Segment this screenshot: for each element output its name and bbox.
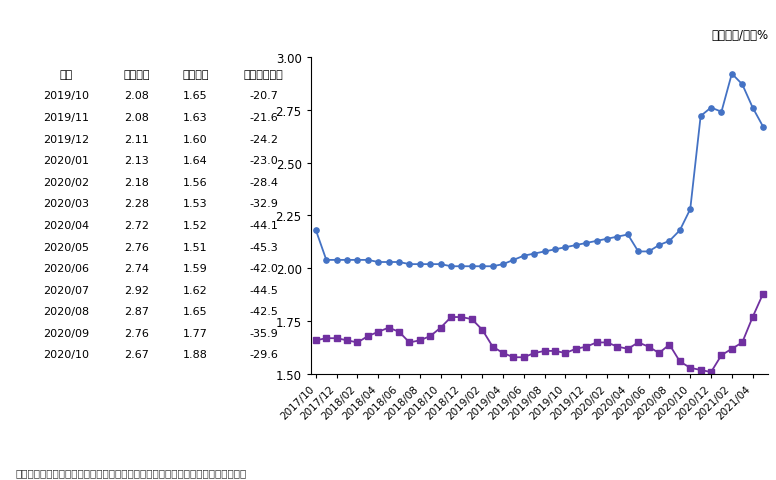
国际价格 <box>529 350 539 356</box>
国际价格 <box>675 359 684 365</box>
国际价格 <box>405 340 414 346</box>
国际价格 <box>425 334 435 339</box>
国内价格 <box>384 260 393 265</box>
国际价格 <box>654 350 663 356</box>
国际价格 <box>592 340 601 346</box>
国内价格 <box>457 264 466 270</box>
国际价格 <box>706 370 715 375</box>
国内价格 <box>394 260 404 265</box>
国际价格 <box>602 340 611 346</box>
国际价格 <box>665 342 674 348</box>
国际价格 <box>748 314 757 320</box>
国内价格 <box>665 239 674 244</box>
国内价格 <box>405 262 414 267</box>
国际价格 <box>415 338 424 344</box>
国内价格 <box>717 109 726 115</box>
国内价格 <box>311 228 320 234</box>
Line: 国内价格: 国内价格 <box>314 72 766 269</box>
国内价格 <box>540 249 549 255</box>
国际价格 <box>446 314 456 320</box>
Line: 国际价格: 国际价格 <box>314 291 766 375</box>
国际价格 <box>342 338 352 344</box>
国际价格 <box>758 291 767 297</box>
国际价格 <box>353 340 362 346</box>
国内价格 <box>415 262 424 267</box>
国内价格 <box>342 257 352 263</box>
国际价格 <box>488 344 497 350</box>
国内价格 <box>373 260 383 265</box>
Text: 注：国内价格为山东国产大豆入厂价，国际价格为青岛港口的进口大豆到岸税后价。: 注：国内价格为山东国产大豆入厂价，国际价格为青岛港口的进口大豆到岸税后价。 <box>16 468 247 478</box>
国际价格 <box>311 338 320 344</box>
国内价格 <box>571 243 580 249</box>
国际价格 <box>332 336 341 341</box>
国内价格 <box>529 251 539 257</box>
国际价格 <box>457 314 466 320</box>
国际价格 <box>685 365 695 371</box>
国内价格 <box>696 114 705 120</box>
国内价格 <box>321 257 331 263</box>
国内价格 <box>519 253 528 259</box>
国内价格 <box>685 207 695 213</box>
国内价格 <box>613 234 622 240</box>
国际价格 <box>384 325 393 331</box>
国际价格 <box>321 336 331 341</box>
国内价格 <box>592 239 601 244</box>
国内价格 <box>654 243 663 249</box>
国际价格 <box>623 346 632 352</box>
国际价格 <box>717 352 726 358</box>
国内价格 <box>675 228 684 234</box>
国内价格 <box>633 249 643 255</box>
国内价格 <box>758 124 767 130</box>
国际价格 <box>498 350 508 356</box>
国际价格 <box>633 340 643 346</box>
国内价格 <box>602 236 611 242</box>
国内价格 <box>727 72 736 77</box>
国内价格 <box>436 262 445 267</box>
国内价格 <box>353 257 362 263</box>
国际价格 <box>696 367 705 373</box>
国内价格 <box>748 106 757 111</box>
国内价格 <box>446 264 456 270</box>
国内价格 <box>737 82 747 88</box>
国际价格 <box>394 329 404 335</box>
国内价格 <box>509 257 518 263</box>
国际价格 <box>436 325 445 331</box>
国内价格 <box>488 264 497 270</box>
国内价格 <box>706 106 715 111</box>
国际价格 <box>519 355 528 360</box>
国内价格 <box>550 247 559 252</box>
国内价格 <box>467 264 476 270</box>
国内价格 <box>561 245 570 251</box>
国内价格 <box>363 257 372 263</box>
国际价格 <box>561 350 570 356</box>
国内价格 <box>332 257 341 263</box>
国际价格 <box>737 340 747 346</box>
国际价格 <box>540 348 549 354</box>
Text: 单位：元/斤，%: 单位：元/斤，% <box>711 29 768 42</box>
国际价格 <box>571 346 580 352</box>
国内价格 <box>644 249 653 255</box>
国际价格 <box>363 334 372 339</box>
国际价格 <box>467 317 476 323</box>
国际价格 <box>644 344 653 350</box>
国内价格 <box>581 240 591 246</box>
国际价格 <box>373 329 383 335</box>
国际价格 <box>727 346 736 352</box>
国际价格 <box>509 355 518 360</box>
国际价格 <box>613 344 622 350</box>
国内价格 <box>623 232 632 238</box>
国际价格 <box>477 327 487 333</box>
国际价格 <box>550 348 559 354</box>
国内价格 <box>498 262 508 267</box>
国内价格 <box>477 264 487 270</box>
国内价格 <box>425 262 435 267</box>
国际价格 <box>581 344 591 350</box>
